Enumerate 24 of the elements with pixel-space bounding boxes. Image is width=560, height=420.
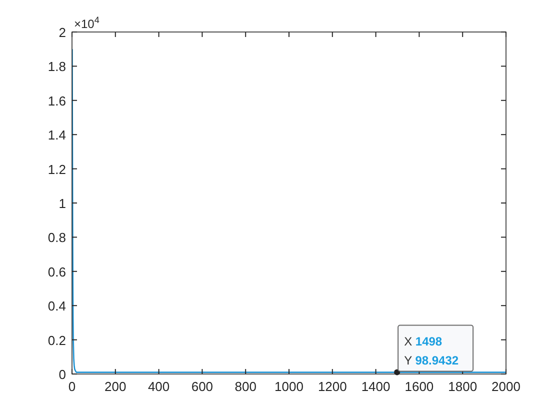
y-tick-label: 0.4 (48, 298, 66, 314)
y-tick-label: 0 (58, 367, 66, 382)
x-tick-label: 1200 (318, 379, 347, 394)
y-tick-label: 1.6 (48, 93, 66, 108)
x-tick-label: 800 (234, 379, 256, 394)
y-tick-label: 0.6 (48, 264, 66, 280)
x-tick-label: 600 (191, 379, 214, 394)
annotation: X 1498 Y 98.9432 (404, 334, 459, 368)
x-tick-label: 2000 (492, 379, 520, 394)
y-tick-label: 2 (58, 25, 66, 40)
x-tick-label: 1400 (361, 379, 390, 394)
y-tick-label: 1 (58, 196, 66, 211)
y-tick-label: 0.2 (48, 332, 66, 348)
x-tick-label: 200 (104, 379, 126, 394)
x-tick-label: 1600 (404, 379, 434, 394)
y-tick-label: 1.4 (48, 128, 66, 143)
x-tick-label: 400 (148, 379, 170, 394)
y-tick-label: 1.2 (48, 162, 66, 177)
x-tick-label: 1000 (274, 379, 304, 394)
x-tick-label: 0 (68, 379, 76, 394)
y-tick-label: 1.8 (48, 59, 66, 74)
y-tick-label: 0.8 (48, 230, 66, 246)
text: ×10$^{4}$ (74, 15, 100, 31)
x-tick-label: 1800 (448, 379, 478, 394)
